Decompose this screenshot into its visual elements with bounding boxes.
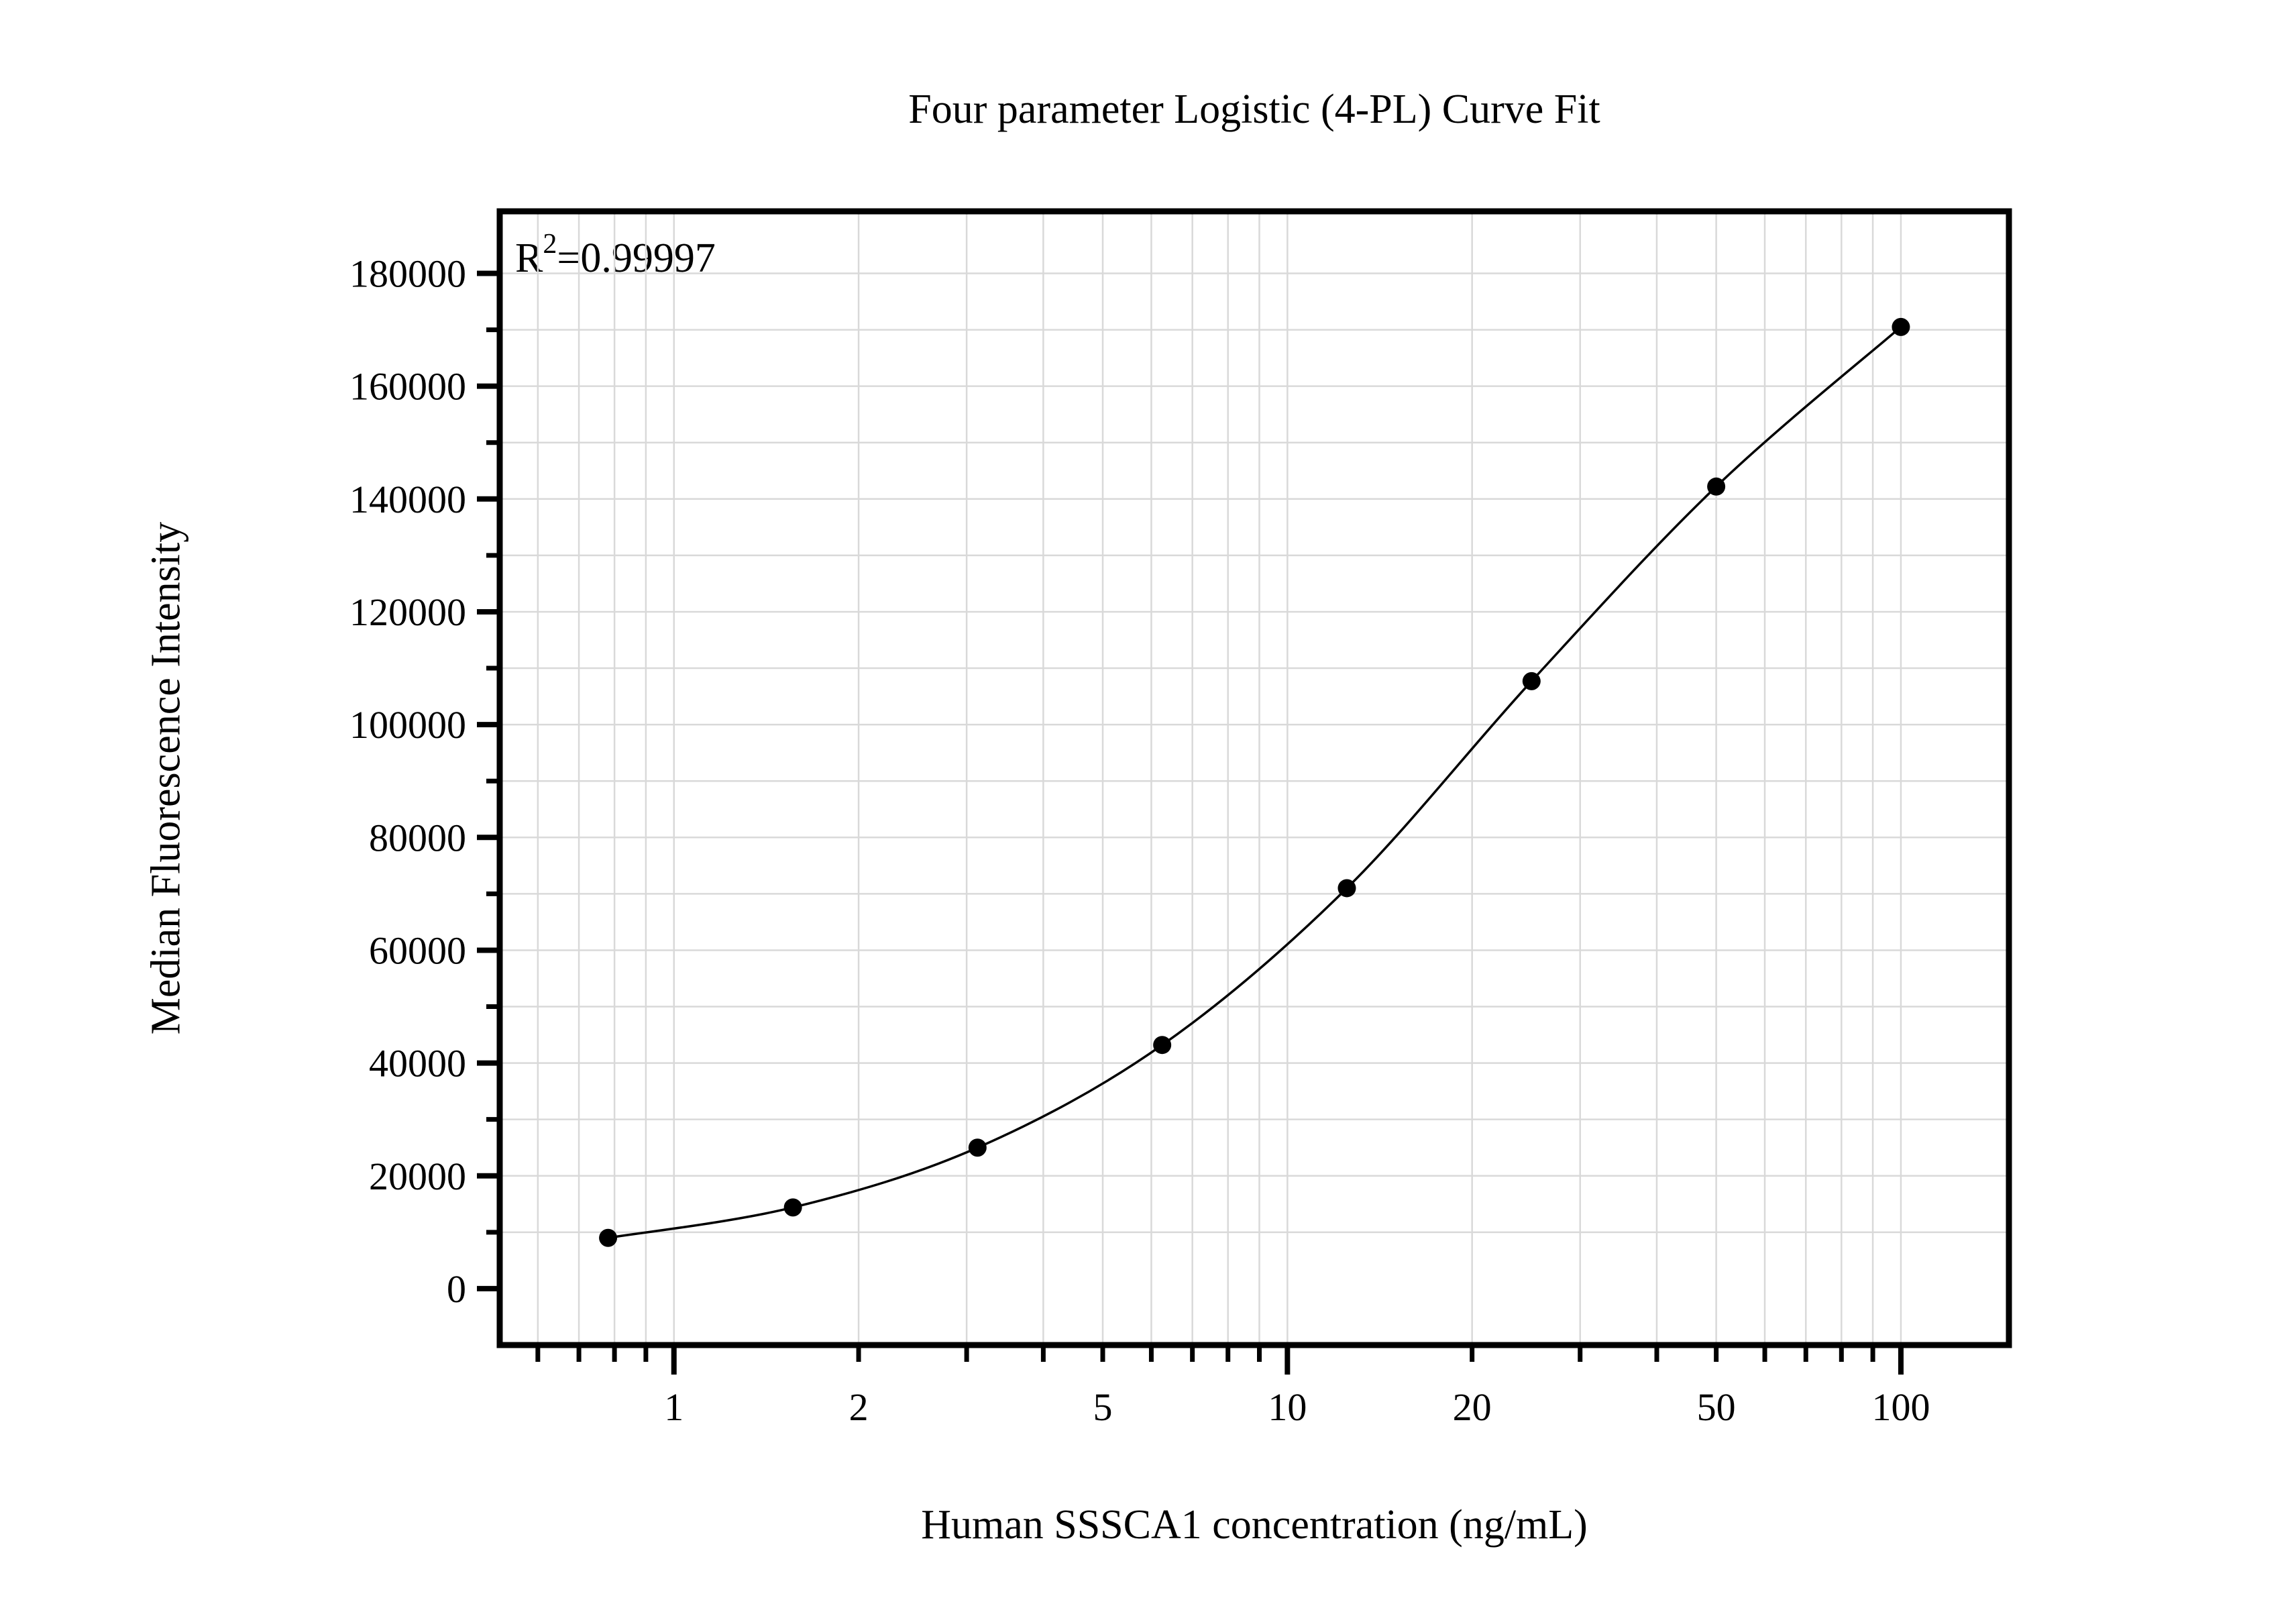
data-point (599, 1228, 618, 1247)
y-tick-label: 120000 (349, 590, 466, 634)
y-tick-label: 180000 (349, 252, 466, 295)
y-tick-label: 160000 (349, 365, 466, 409)
data-point (968, 1138, 987, 1157)
x-tick-label: 50 (1697, 1385, 1736, 1429)
y-tick-label: 40000 (369, 1042, 466, 1085)
x-tick-label: 20 (1453, 1385, 1492, 1429)
chart-title: Four parameter Logistic (4-PL) Curve Fit (908, 87, 1600, 132)
data-point (783, 1198, 802, 1217)
data-point (1337, 879, 1356, 898)
y-tick-label: 80000 (369, 816, 466, 859)
y-tick-label: 20000 (369, 1155, 466, 1198)
y-axis-title: Median Fluorescence Intensity (143, 521, 189, 1035)
y-tick-label: 100000 (349, 703, 466, 747)
plot-frame (496, 208, 2012, 1348)
data-point (1892, 317, 1910, 336)
x-tick-label: 5 (1093, 1385, 1113, 1429)
x-axis-title: Human SSSCA1 concentration (ng/mL) (921, 1502, 1588, 1548)
data-point (1707, 477, 1726, 496)
data-point (1522, 672, 1541, 690)
x-tick-label: 1 (664, 1385, 684, 1429)
y-tick-label: 140000 (349, 478, 466, 521)
x-tick-label: 2 (849, 1385, 869, 1429)
data-point (1153, 1036, 1172, 1055)
r-squared-exponent: 2 (543, 229, 557, 260)
fit-curve (608, 326, 1902, 1239)
y-tick-label: 0 (447, 1267, 466, 1311)
x-tick-label: 10 (1268, 1385, 1307, 1429)
x-tick-label: 100 (1871, 1385, 1930, 1429)
y-tick-label: 60000 (369, 928, 466, 972)
